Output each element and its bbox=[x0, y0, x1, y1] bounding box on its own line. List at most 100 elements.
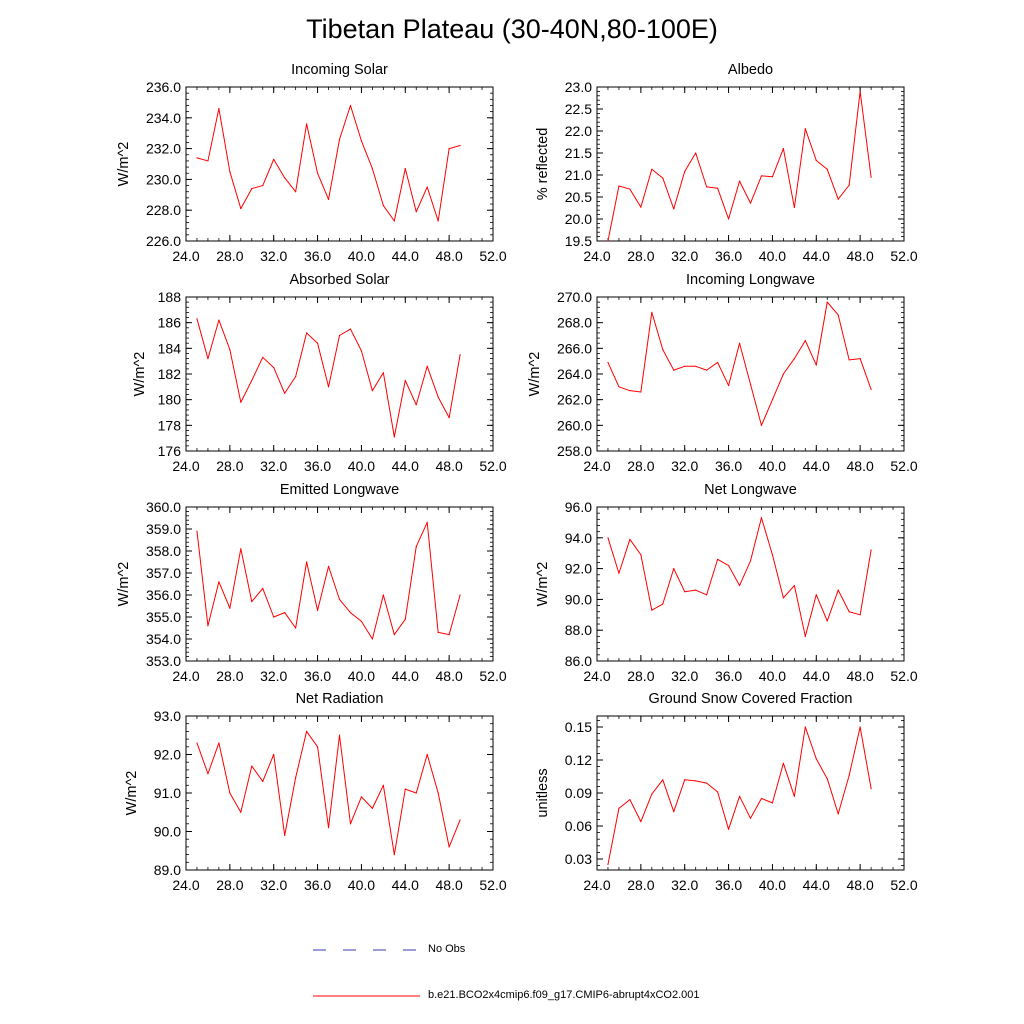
data-point bbox=[662, 603, 664, 605]
plot-frame bbox=[185, 296, 494, 452]
data-point bbox=[629, 538, 631, 540]
panel-title-incoming-solar: Incoming Solar bbox=[291, 62, 388, 78]
panel-title-absorbed-solar: Absorbed Solar bbox=[289, 272, 390, 288]
panel-albedo: 24.0 28.0 32.0 36.0 40.0 44.0 48.0 52.0 19.5 20.0… bbox=[535, 79, 918, 264]
data-point bbox=[295, 627, 297, 629]
data-point bbox=[673, 369, 675, 371]
data-point bbox=[273, 616, 275, 618]
y-tick-label: 22.5 bbox=[565, 101, 592, 117]
data-point bbox=[782, 597, 784, 599]
data-point bbox=[760, 517, 763, 519]
data-point bbox=[760, 424, 763, 426]
data-point bbox=[273, 753, 275, 756]
x-tick-label: 40.0 bbox=[759, 248, 786, 264]
y-tick-label: 21.5 bbox=[565, 145, 592, 161]
y-tick-label: 354.0 bbox=[146, 631, 181, 647]
x-tick-label: 52.0 bbox=[890, 248, 917, 264]
data-point bbox=[284, 612, 286, 614]
data-point bbox=[240, 401, 242, 403]
data-point bbox=[426, 753, 428, 756]
y-axis-label: W/m^2 bbox=[116, 142, 132, 187]
y-tick-label: 234.0 bbox=[146, 110, 181, 126]
x-tick-label: 48.0 bbox=[847, 458, 874, 474]
panel-net-longwave: 24.0 28.0 32.0 36.0 40.0 44.0 48.0 52.0 86.0 88.0… bbox=[535, 499, 918, 684]
y-tick-label: 353.0 bbox=[146, 653, 181, 669]
panel-incoming-longwave: 24.0 28.0 32.0 36.0 40.0 44.0 48.0 52.0 258.0 260… bbox=[527, 289, 918, 474]
x-tick-label: 40.0 bbox=[348, 668, 375, 684]
data-point bbox=[607, 361, 609, 364]
data-point bbox=[826, 168, 828, 170]
data-point bbox=[771, 554, 774, 556]
x-tick-label: 52.0 bbox=[890, 668, 917, 684]
data-point bbox=[415, 211, 417, 213]
panel-title-emitted-longwave: Emitted Longwave bbox=[279, 482, 400, 498]
data-point bbox=[640, 391, 642, 393]
panel-emitted-longwave: 24.0 28.0 32.0 36.0 40.0 44.0 48.0 52.0 353.0 354… bbox=[116, 499, 507, 684]
y-tick-label: 20.5 bbox=[565, 189, 592, 205]
data-point bbox=[295, 777, 297, 779]
y-tick-label: 92.0 bbox=[565, 561, 592, 577]
x-tick-label: 52.0 bbox=[890, 877, 917, 893]
data-point bbox=[673, 208, 675, 210]
legend-label-model: b.e21.BCO2x4cmip6.f09_g17.CMIP6-abrupt4x… bbox=[428, 989, 700, 1001]
data-point bbox=[804, 635, 806, 637]
x-tick-label: 48.0 bbox=[847, 248, 874, 264]
data-point bbox=[448, 846, 450, 848]
data-point bbox=[360, 350, 363, 352]
x-tick-label: 36.0 bbox=[304, 668, 331, 684]
data-point bbox=[273, 366, 275, 369]
data-point bbox=[738, 342, 741, 344]
data-point bbox=[815, 364, 817, 366]
data-point bbox=[684, 779, 686, 781]
x-tick-label: 40.0 bbox=[348, 877, 375, 893]
x-tick-label: 52.0 bbox=[479, 877, 506, 893]
data-point bbox=[371, 807, 373, 810]
x-tick-label: 32.0 bbox=[260, 877, 287, 893]
y-tick-label: 182 bbox=[158, 366, 182, 382]
series-line-net-radiation bbox=[196, 730, 461, 856]
x-tick-label: 44.0 bbox=[392, 458, 419, 474]
x-tick-label: 40.0 bbox=[759, 668, 786, 684]
data-point bbox=[793, 584, 795, 587]
y-tick-label: 357.0 bbox=[146, 565, 181, 581]
y-tick-label: 226.0 bbox=[146, 233, 181, 249]
data-point bbox=[196, 157, 198, 159]
y-tick-label: 184 bbox=[158, 340, 182, 356]
y-axis-label: W/m^2 bbox=[527, 352, 543, 397]
data-point bbox=[295, 375, 297, 378]
y-tick-label: 176 bbox=[158, 443, 182, 459]
data-point bbox=[349, 104, 352, 107]
data-point bbox=[717, 558, 719, 560]
x-tick-label: 36.0 bbox=[715, 877, 742, 893]
data-point bbox=[738, 584, 741, 587]
x-tick-label: 24.0 bbox=[172, 248, 199, 264]
data-point bbox=[349, 823, 352, 825]
x-tick-label: 24.0 bbox=[172, 668, 199, 684]
data-point bbox=[426, 186, 428, 188]
x-tick-label: 52.0 bbox=[479, 668, 506, 684]
legend-label-no-obs: No Obs bbox=[428, 943, 466, 955]
data-point bbox=[316, 172, 319, 174]
x-tick-label: 24.0 bbox=[172, 458, 199, 474]
x-tick-label: 52.0 bbox=[890, 458, 917, 474]
x-tick-label: 28.0 bbox=[216, 248, 243, 264]
y-axis-label: % reflected bbox=[535, 128, 551, 201]
y-tick-label: 232.0 bbox=[146, 141, 181, 157]
series-line-albedo bbox=[607, 90, 872, 242]
data-point bbox=[196, 742, 198, 744]
panel-title-net-longwave: Net Longwave bbox=[704, 482, 797, 498]
y-axis-label: W/m^2 bbox=[132, 352, 148, 397]
data-point bbox=[207, 160, 209, 162]
data-point bbox=[738, 180, 741, 182]
data-point bbox=[870, 176, 872, 178]
x-tick-label: 36.0 bbox=[715, 668, 742, 684]
data-point bbox=[651, 609, 653, 611]
data-point bbox=[640, 554, 642, 556]
data-point bbox=[207, 625, 209, 627]
y-tick-label: 0.03 bbox=[565, 851, 592, 867]
data-point bbox=[837, 314, 839, 316]
data-point bbox=[651, 311, 653, 313]
y-tick-label: 355.0 bbox=[146, 609, 181, 625]
y-axis-label: W/m^2 bbox=[124, 771, 140, 816]
